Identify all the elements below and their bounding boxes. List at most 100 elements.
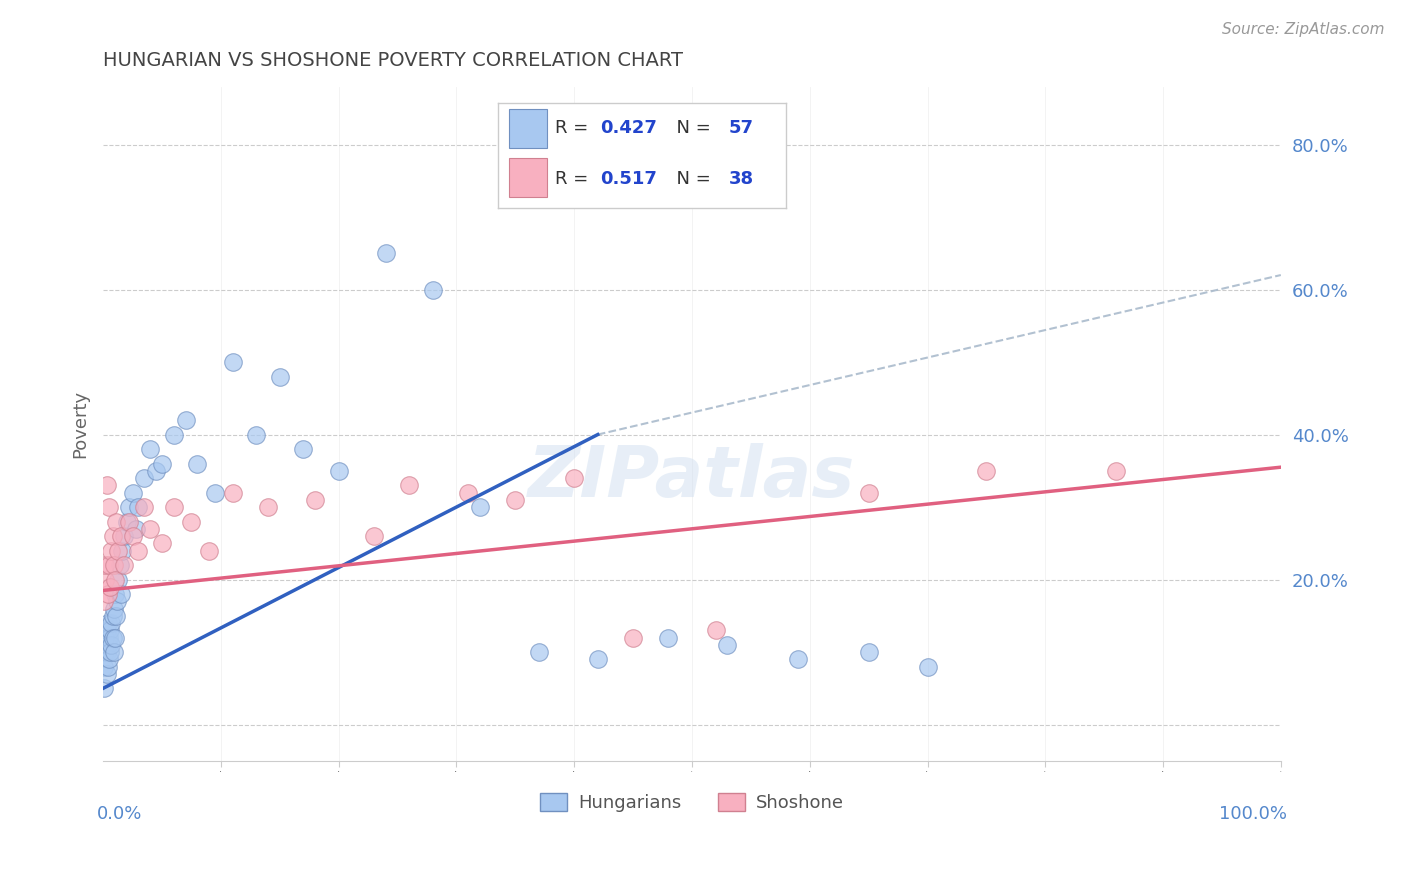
Point [100, 543, 122, 558]
Point [98, 645, 121, 659]
Point [363, 529, 385, 543]
Point [468, 500, 491, 514]
Point [858, 485, 880, 500]
Point [125, 522, 148, 536]
Point [103, 601, 125, 615]
Point [292, 442, 315, 456]
Point [94, 645, 117, 659]
Point [186, 457, 208, 471]
Point [121, 529, 143, 543]
Point [269, 369, 291, 384]
Point [105, 608, 128, 623]
Point [108, 558, 131, 572]
Text: 100.0%: 100.0% [1219, 805, 1286, 822]
Point [100, 616, 122, 631]
Point [110, 587, 132, 601]
Point [93, 659, 115, 673]
Point [139, 442, 162, 456]
Point [98, 558, 121, 572]
Point [104, 587, 127, 601]
Point [98, 580, 121, 594]
Point [93, 594, 115, 608]
Point [111, 543, 134, 558]
Point [118, 515, 141, 529]
Point [422, 283, 444, 297]
Point [304, 492, 326, 507]
Point [98, 624, 121, 638]
Point [127, 543, 149, 558]
Point [96, 478, 118, 492]
Point [100, 638, 122, 652]
Point [118, 500, 141, 514]
Point [110, 529, 132, 543]
Point [174, 413, 197, 427]
Text: HUNGARIAN VS SHOSHONE POVERTY CORRELATION CHART: HUNGARIAN VS SHOSHONE POVERTY CORRELATIO… [103, 51, 683, 70]
Point [107, 573, 129, 587]
Point [97, 659, 120, 673]
Text: ZIPatlas: ZIPatlas [529, 443, 856, 512]
Point [787, 652, 810, 666]
Point [917, 659, 939, 673]
Point [127, 500, 149, 514]
Point [150, 536, 173, 550]
Point [163, 500, 186, 514]
Point [586, 652, 609, 666]
Point [657, 631, 679, 645]
Text: Source: ZipAtlas.com: Source: ZipAtlas.com [1222, 22, 1385, 37]
Point [105, 515, 128, 529]
Point [221, 355, 243, 369]
Point [562, 471, 585, 485]
Point [97, 616, 120, 631]
Point [134, 471, 156, 485]
Point [103, 645, 125, 659]
Point [96, 666, 118, 681]
Point [505, 492, 527, 507]
Point [374, 246, 396, 260]
Point [621, 631, 644, 645]
Point [94, 573, 117, 587]
Point [94, 558, 117, 572]
Point [204, 485, 226, 500]
Point [96, 645, 118, 659]
Point [101, 529, 124, 543]
Point [105, 594, 128, 608]
Point [112, 529, 135, 543]
Point [527, 645, 550, 659]
Point [150, 457, 173, 471]
Point [398, 478, 420, 492]
Point [180, 515, 202, 529]
Point [245, 427, 267, 442]
Point [257, 500, 280, 514]
Point [121, 485, 143, 500]
Point [163, 427, 186, 442]
Point [457, 485, 479, 500]
Point [104, 573, 127, 587]
Point [328, 464, 350, 478]
Point [198, 543, 221, 558]
Point [96, 624, 118, 638]
Point [98, 652, 121, 666]
Y-axis label: Poverty: Poverty [72, 390, 89, 458]
Point [107, 543, 129, 558]
Point [145, 464, 167, 478]
Text: 0.0%: 0.0% [97, 805, 142, 822]
Point [134, 500, 156, 514]
Point [858, 645, 880, 659]
Point [93, 681, 115, 696]
Point [97, 587, 120, 601]
Point [1105, 464, 1128, 478]
Point [115, 515, 138, 529]
Point [97, 638, 120, 652]
Point [101, 608, 124, 623]
Point [98, 500, 121, 514]
Point [976, 464, 998, 478]
Point [101, 631, 124, 645]
Point [221, 485, 243, 500]
Point [103, 558, 125, 572]
Point [104, 631, 127, 645]
Point [94, 631, 117, 645]
Point [112, 558, 135, 572]
Point [139, 522, 162, 536]
Point [716, 638, 738, 652]
Legend: Hungarians, Shoshone: Hungarians, Shoshone [533, 786, 851, 819]
